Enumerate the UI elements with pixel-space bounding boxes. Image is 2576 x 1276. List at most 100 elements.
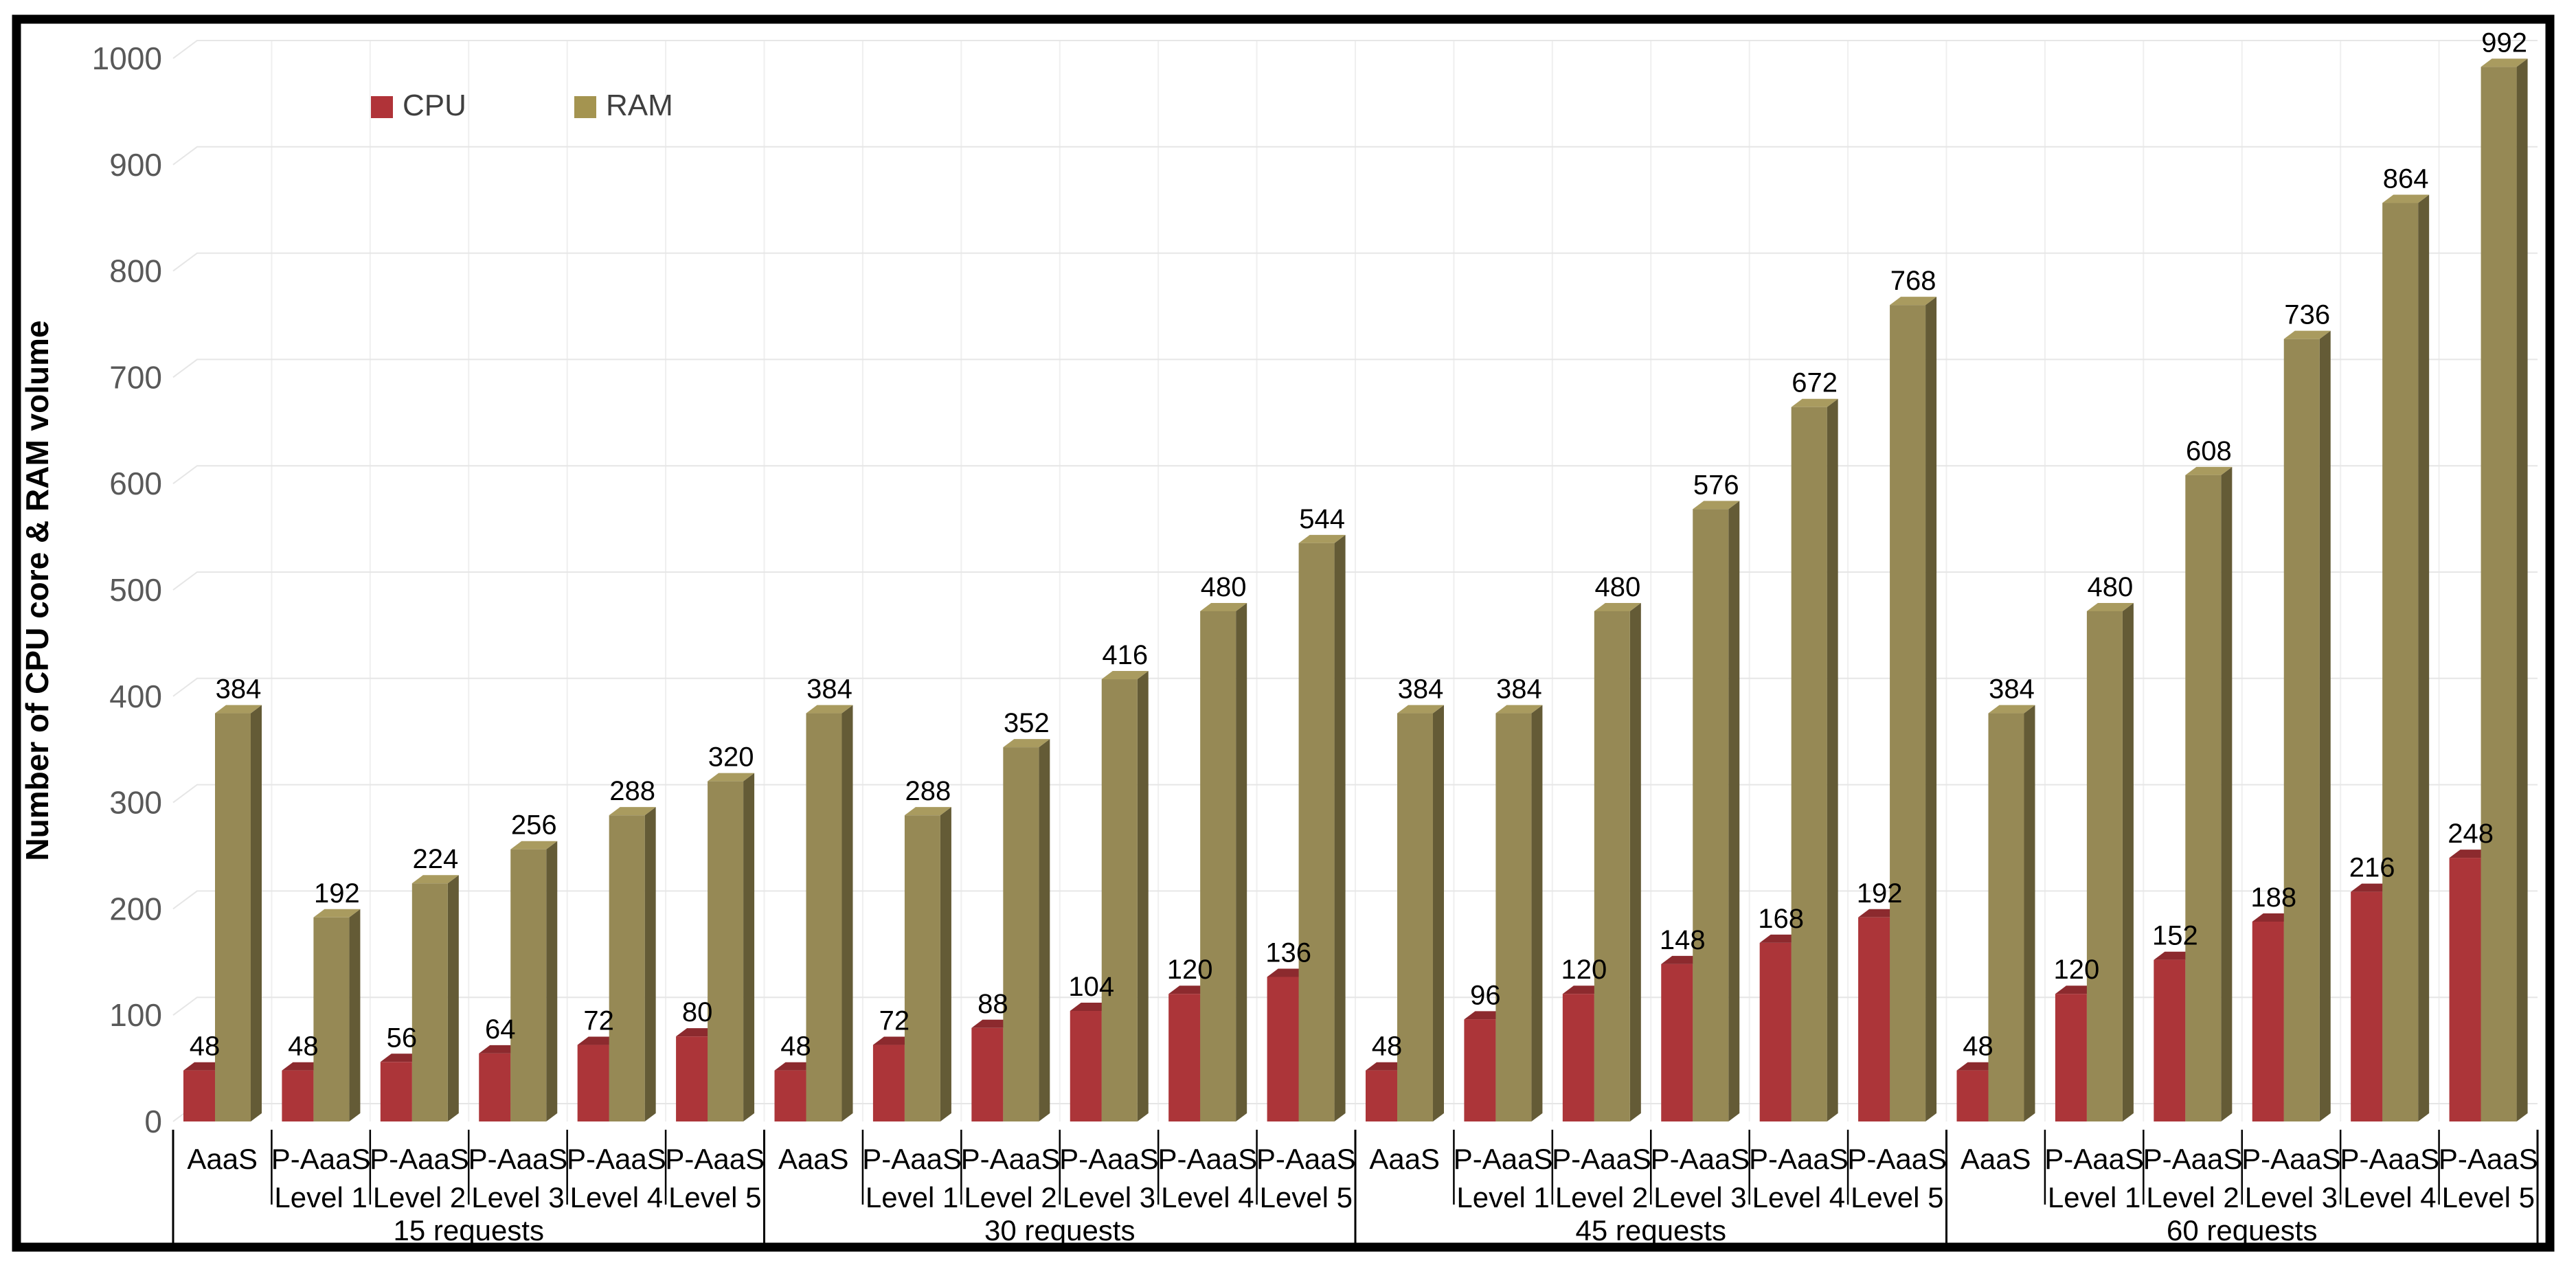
category-label-line1: P-AaaS: [862, 1143, 962, 1175]
category-label: AaaS: [187, 1143, 258, 1175]
bar-ram-front: [1397, 713, 1433, 1121]
gridline: [172, 465, 2538, 485]
data-label: 216: [2349, 853, 2395, 883]
bar-ram-side: [1531, 705, 1543, 1121]
bar-ram-top: [1495, 705, 1543, 714]
data-label: 384: [1496, 674, 1542, 705]
data-label: 384: [216, 674, 262, 705]
bar-cpu-front: [2449, 858, 2481, 1121]
bar-ram-top: [2185, 466, 2233, 475]
gridline: [172, 146, 2538, 166]
bar-ram-top: [708, 773, 755, 782]
bar-ram-front: [904, 815, 940, 1121]
data-label: 48: [780, 1032, 811, 1062]
bar-cpu-front: [1956, 1070, 1989, 1121]
bar-ram: [904, 807, 951, 1121]
data-label: 256: [511, 810, 557, 841]
legend: CPU RAM: [371, 89, 673, 122]
group-label: 45 requests: [1576, 1214, 1726, 1246]
data-label: 48: [288, 1032, 319, 1062]
data-label: 864: [2383, 164, 2429, 194]
data-label: 96: [1470, 980, 1501, 1010]
y-axis-title: Number of CPU core & RAM volume: [19, 320, 55, 861]
bar-cpu-front: [1267, 977, 1299, 1121]
bar-ram-front: [1890, 305, 1926, 1121]
category-label-line2: Level 4: [2343, 1181, 2436, 1214]
gridline: [172, 784, 2538, 804]
bar-cpu-front: [1858, 917, 1890, 1121]
bar-ram-front: [1495, 713, 1532, 1121]
bar-cpu-front: [872, 1045, 905, 1121]
category-label-line1: P-AaaS: [1158, 1143, 1258, 1175]
category-label-line1: P-AaaS: [1059, 1143, 1159, 1175]
gridline: [172, 252, 2538, 272]
category-label-line1: P-AaaS: [1552, 1143, 1651, 1175]
bar-ram-front: [2382, 203, 2419, 1121]
bar-cpu-front: [676, 1036, 708, 1121]
plot-area: 0 100 200 300 400 500 600 700 800 900 1000 48 384 48 1…: [92, 27, 2539, 1246]
data-label: 80: [682, 997, 713, 1027]
category-label-line2: Level 4: [1752, 1181, 1845, 1214]
bar-ram-top: [2481, 58, 2528, 67]
data-label: 352: [1004, 708, 1050, 738]
data-label: 248: [2448, 819, 2494, 849]
bar-ram: [510, 841, 558, 1121]
data-label: 736: [2284, 300, 2330, 330]
bar-cpu-front: [1366, 1070, 1397, 1121]
data-label: 88: [978, 989, 1008, 1019]
category-label-line1: P-AaaS: [2241, 1143, 2341, 1175]
category-label-line1: P-AaaS: [2044, 1143, 2144, 1175]
bar-ram-top: [313, 909, 361, 918]
category-label-line2: Level 5: [2442, 1181, 2535, 1214]
bar-ram-top: [1594, 602, 1641, 611]
bar-cpu: [1858, 909, 1901, 1121]
category-label-line1: P-AaaS: [1256, 1143, 1356, 1175]
bar-cpu-front: [1661, 964, 1693, 1121]
bar-ram-top: [510, 841, 558, 850]
category-label-line1: P-AaaS: [1454, 1143, 1553, 1175]
bar-ram-side: [841, 705, 853, 1121]
gridline: [172, 358, 2538, 378]
category-label-line1: P-AaaS: [1651, 1143, 1750, 1175]
bar-ram-side: [546, 841, 558, 1121]
y-tick-label: 300: [109, 785, 162, 821]
data-label: 544: [1299, 504, 1345, 534]
data-label: 48: [1372, 1032, 1403, 1062]
category-label-line2: Level 1: [2048, 1181, 2140, 1214]
bar-ram-side: [2319, 330, 2331, 1121]
bar-ram-top: [1003, 739, 1050, 748]
bar-ram-front: [1101, 679, 1138, 1121]
bar-ram-top: [1101, 671, 1149, 680]
bar-ram: [1200, 602, 1247, 1121]
category-label-line1: P-AaaS: [567, 1143, 666, 1175]
bar-ram-top: [904, 807, 951, 816]
bar-ram-top: [1890, 297, 1937, 306]
bar-cpu-front: [2154, 959, 2186, 1121]
bar-ram-front: [2185, 475, 2222, 1121]
bar-cpu-front: [2351, 891, 2383, 1121]
bar-ram: [1791, 398, 1838, 1121]
bar-ram-side: [1236, 602, 1247, 1121]
bar-ram-side: [1629, 602, 1641, 1121]
category-label-line2: Level 3: [2245, 1181, 2338, 1214]
bar-ram: [609, 807, 656, 1121]
bar-ram: [1298, 534, 1346, 1121]
data-label: 104: [1068, 972, 1114, 1002]
bar-ram: [411, 875, 459, 1121]
bar-cpu-front: [183, 1070, 215, 1121]
category-label-line2: Level 1: [1456, 1181, 1549, 1214]
category-label-line2: Level 1: [866, 1181, 958, 1214]
y-tick-label: 800: [109, 253, 162, 289]
data-label: 992: [2481, 27, 2527, 58]
category-label-line2: Level 3: [1063, 1181, 1155, 1214]
data-label: 320: [708, 742, 754, 773]
gridline: [172, 571, 2538, 591]
category-label-line1: P-AaaS: [1749, 1143, 1849, 1175]
data-label: 152: [2152, 921, 2198, 951]
data-label: 480: [1594, 572, 1640, 602]
bar-ram: [1594, 602, 1641, 1121]
y-tick-label: 500: [109, 572, 162, 608]
bar-ram-front: [609, 815, 645, 1121]
data-label: 384: [1989, 674, 2035, 705]
bar-ram-front: [1200, 611, 1236, 1121]
